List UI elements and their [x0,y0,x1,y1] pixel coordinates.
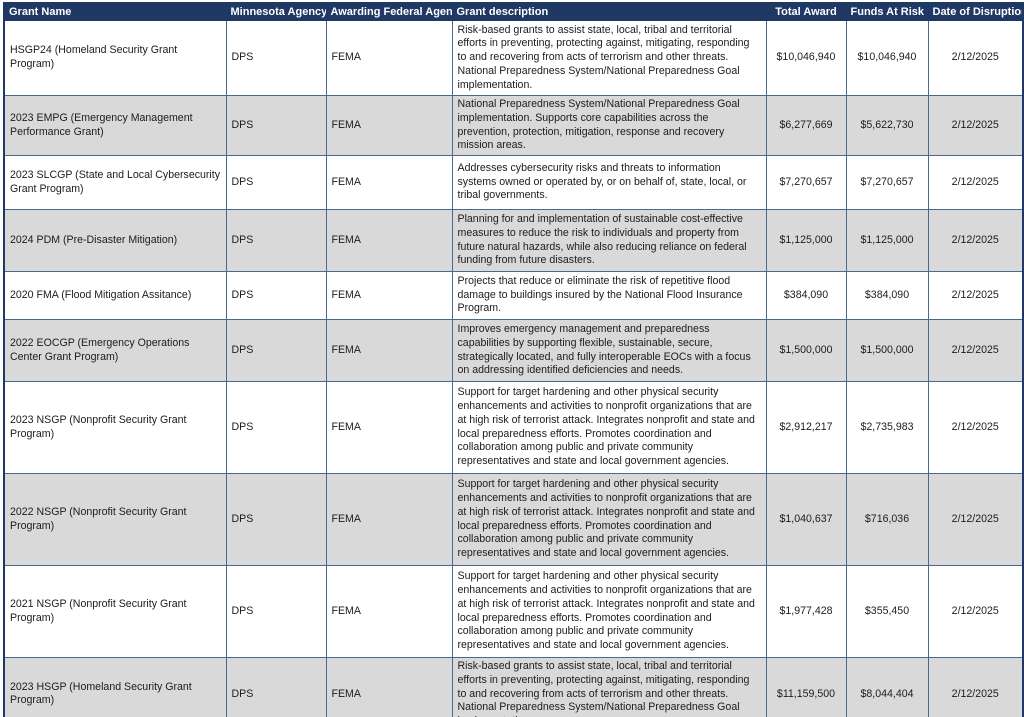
grant-name-cell: 2022 EOCGP (Emergency Operations Center … [3,319,227,383]
table-row: 2021 NSGP (Nonprofit Security Grant Prog… [3,565,1024,659]
minnesota-agency-cell: DPS [225,381,327,475]
federal-agency-cell: FEMA [325,565,453,659]
column-header-funds-at-risk: Funds At Risk [845,2,929,21]
federal-agency-cell: FEMA [325,381,453,475]
funds-at-risk-cell: $384,090 [845,271,929,321]
table-row: 2020 FMA (Flood Mitigation Assitance) DP… [3,271,1024,321]
minnesota-agency-cell: DPS [225,155,327,211]
minnesota-agency-cell: DPS [225,319,327,383]
total-award-cell: $7,270,657 [765,155,847,211]
funds-at-risk-cell: $8,044,404 [845,657,929,717]
grant-description-cell: Projects that reduce or eliminate the ri… [451,271,767,321]
funds-at-risk-cell: $7,270,657 [845,155,929,211]
funds-at-risk-cell: $1,500,000 [845,319,929,383]
federal-agency-cell: FEMA [325,473,453,567]
date-of-disruption-cell: 2/12/2025 [927,94,1024,157]
grant-description-cell: Support for target hardening and other p… [451,381,767,475]
grant-name-cell: 2023 SLCGP (State and Local Cybersecurit… [3,155,227,211]
federal-agency-cell: FEMA [325,155,453,211]
grant-name-cell: 2020 FMA (Flood Mitigation Assitance) [3,271,227,321]
total-award-cell: $10,046,940 [765,20,847,96]
date-of-disruption-cell: 2/12/2025 [927,155,1024,211]
total-award-cell: $1,125,000 [765,209,847,273]
date-of-disruption-cell: 2/12/2025 [927,565,1024,659]
federal-agency-cell: FEMA [325,271,453,321]
date-of-disruption-cell: 2/12/2025 [927,271,1024,321]
total-award-cell: $1,500,000 [765,319,847,383]
funds-at-risk-cell: $1,125,000 [845,209,929,273]
federal-agency-cell: FEMA [325,94,453,157]
grant-table-header: Grant Name Minnesota Agency Awarding Fed… [3,2,1024,21]
date-of-disruption-cell: 2/12/2025 [927,657,1024,717]
table-row: 2022 EOCGP (Emergency Operations Center … [3,319,1024,383]
total-award-cell: $2,912,217 [765,381,847,475]
funds-at-risk-cell: $2,735,983 [845,381,929,475]
date-of-disruption-cell: 2/12/2025 [927,319,1024,383]
date-of-disruption-cell: 2/12/2025 [927,209,1024,273]
column-header-date-of-disruption: Date of Disruption [927,2,1024,21]
grant-name-cell: HSGP24 (Homeland Security Grant Program) [3,20,227,96]
date-of-disruption-cell: 2/12/2025 [927,20,1024,96]
table-row: 2022 NSGP (Nonprofit Security Grant Prog… [3,473,1024,567]
minnesota-agency-cell: DPS [225,657,327,717]
minnesota-agency-cell: DPS [225,209,327,273]
grant-name-cell: 2023 HSGP (Homeland Security Grant Progr… [3,657,227,717]
table-row: 2023 SLCGP (State and Local Cybersecurit… [3,155,1024,211]
grant-description-cell: National Preparedness System/National Pr… [451,94,767,157]
total-award-cell: $6,277,669 [765,94,847,157]
column-header-grant-name: Grant Name [3,2,227,21]
column-header-awarding-federal-agency: Awarding Federal Agency [325,2,453,21]
table-row: 2023 NSGP (Nonprofit Security Grant Prog… [3,381,1024,475]
column-header-minnesota-agency: Minnesota Agency [225,2,327,21]
federal-agency-cell: FEMA [325,209,453,273]
grant-name-cell: 2021 NSGP (Nonprofit Security Grant Prog… [3,565,227,659]
total-award-cell: $384,090 [765,271,847,321]
table-row: 2024 PDM (Pre-Disaster Mitigation) DPS F… [3,209,1024,273]
grant-description-cell: Support for target hardening and other p… [451,565,767,659]
grant-name-cell: 2024 PDM (Pre-Disaster Mitigation) [3,209,227,273]
date-of-disruption-cell: 2/12/2025 [927,381,1024,475]
table-row: 2023 HSGP (Homeland Security Grant Progr… [3,657,1024,717]
funds-at-risk-cell: $355,450 [845,565,929,659]
grant-description-cell: Addresses cybersecurity risks and threat… [451,155,767,211]
column-header-total-award: Total Award [765,2,847,21]
minnesota-agency-cell: DPS [225,271,327,321]
total-award-cell: $11,159,500 [765,657,847,717]
federal-agency-cell: FEMA [325,20,453,96]
grant-description-cell: Planning for and implementation of susta… [451,209,767,273]
grant-name-cell: 2022 NSGP (Nonprofit Security Grant Prog… [3,473,227,567]
minnesota-agency-cell: DPS [225,94,327,157]
federal-agency-cell: FEMA [325,657,453,717]
funds-at-risk-cell: $5,622,730 [845,94,929,157]
grant-description-cell: Support for target hardening and other p… [451,473,767,567]
federal-agency-cell: FEMA [325,319,453,383]
table-row: HSGP24 (Homeland Security Grant Program)… [3,20,1024,96]
grant-table: Grant Name Minnesota Agency Awarding Fed… [3,2,1024,717]
date-of-disruption-cell: 2/12/2025 [927,473,1024,567]
column-header-grant-description: Grant description [451,2,767,21]
grant-name-cell: 2023 EMPG (Emergency Management Performa… [3,94,227,157]
grant-description-cell: Improves emergency management and prepar… [451,319,767,383]
total-award-cell: $1,040,637 [765,473,847,567]
grant-name-cell: 2023 NSGP (Nonprofit Security Grant Prog… [3,381,227,475]
grant-description-cell: Risk-based grants to assist state, local… [451,20,767,96]
funds-at-risk-cell: $10,046,940 [845,20,929,96]
minnesota-agency-cell: DPS [225,565,327,659]
table-row: 2023 EMPG (Emergency Management Performa… [3,94,1024,157]
total-award-cell: $1,977,428 [765,565,847,659]
minnesota-agency-cell: DPS [225,473,327,567]
grant-description-cell: Risk-based grants to assist state, local… [451,657,767,717]
funds-at-risk-cell: $716,036 [845,473,929,567]
minnesota-agency-cell: DPS [225,20,327,96]
grant-table-body: HSGP24 (Homeland Security Grant Program)… [3,20,1024,717]
